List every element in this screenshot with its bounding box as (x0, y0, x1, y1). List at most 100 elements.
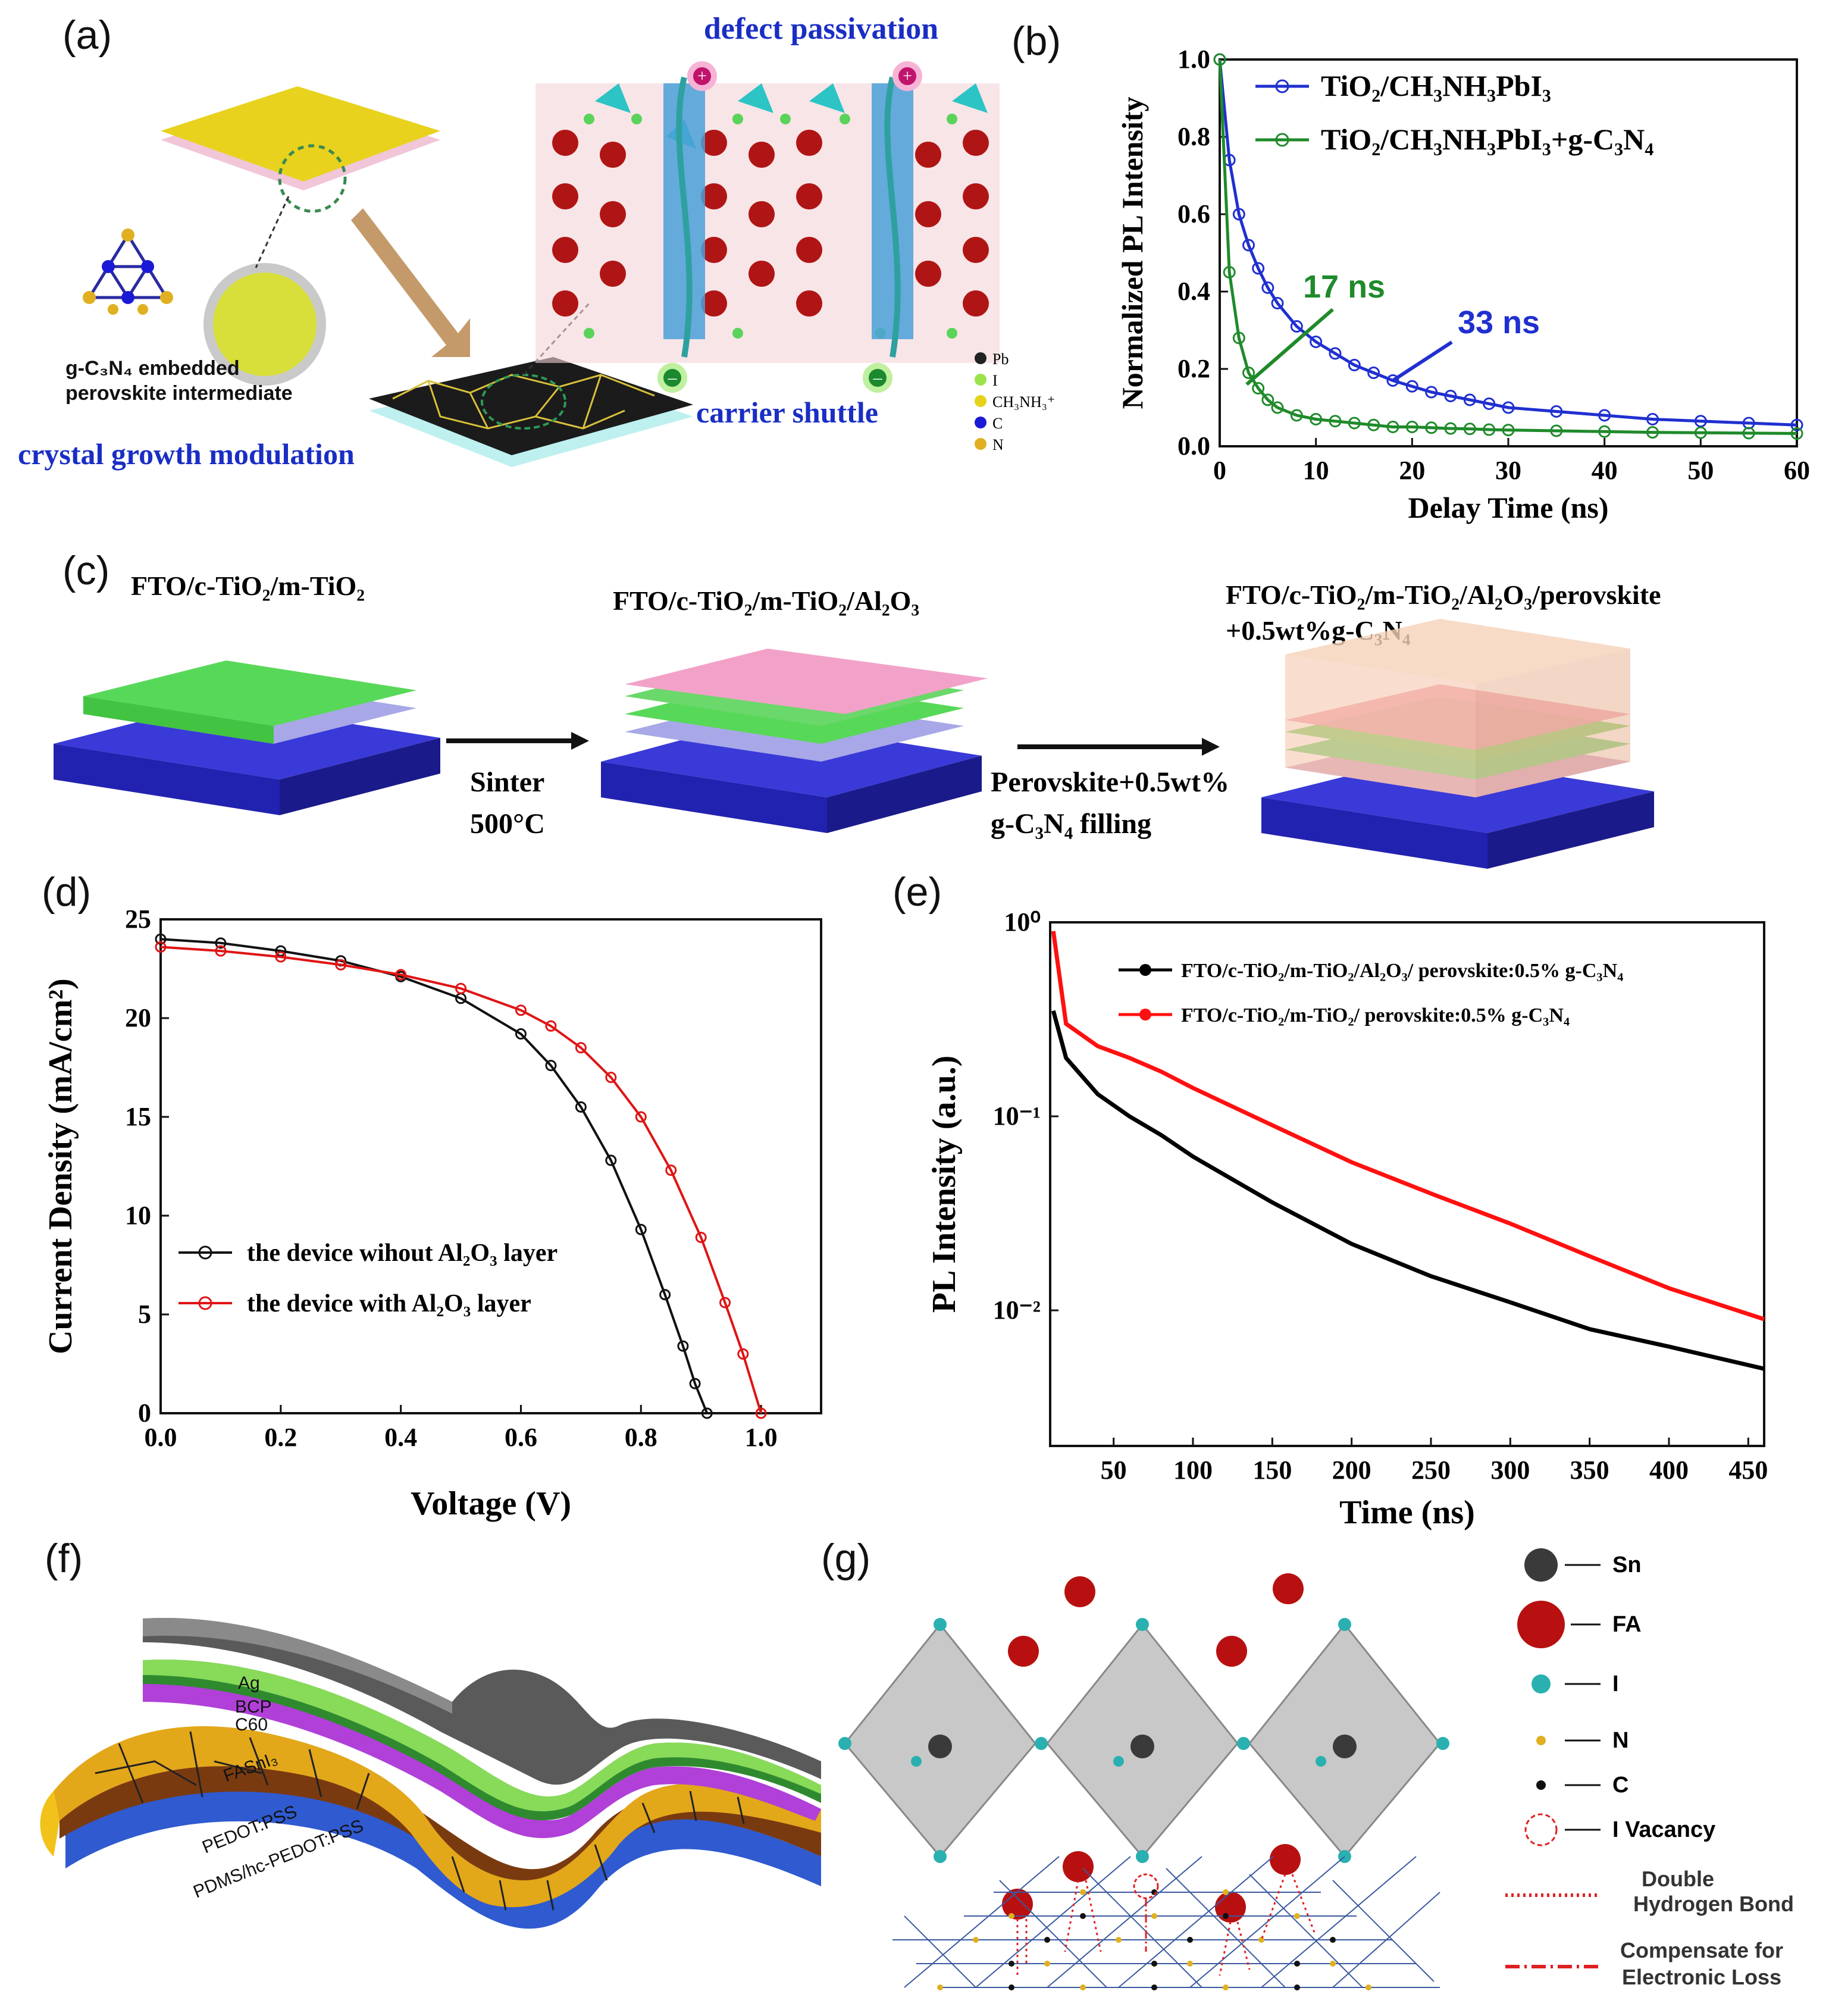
bcp-label: BCP (235, 1697, 272, 1717)
step1-label: FTO/c-TiO₂/m-TiO₂ (131, 571, 365, 601)
x-tick-label: 0.4 (384, 1423, 417, 1452)
data-point (1598, 409, 1611, 422)
data-point (1367, 367, 1380, 379)
plot-frame (1049, 921, 1765, 1447)
panel-g-legend: Sn FA I N C I Vacancy Double Hydrogen Bo… (1505, 1548, 1794, 1989)
x-axis-label: Time (ns) (1339, 1494, 1475, 1531)
legend-marker-0 (1139, 964, 1151, 976)
y-tick-label: 0.2 (1177, 354, 1210, 383)
data-point (755, 1407, 767, 1419)
positive-charge-2 (892, 61, 922, 91)
g-c3n4-molecule (83, 228, 173, 315)
data-point (1425, 421, 1438, 434)
data-point (575, 1101, 587, 1113)
x-tick-label: 400 (1649, 1455, 1689, 1485)
x-tick-label: 0 (1213, 456, 1226, 485)
data-point (1425, 386, 1438, 399)
data-point (1742, 427, 1755, 440)
annotation-17ns-arrow (1245, 308, 1334, 386)
data-point (1405, 380, 1418, 393)
svg-text:+: + (903, 67, 912, 86)
legend-marker-1 (1275, 133, 1289, 147)
negative-charge-1 (657, 363, 687, 393)
legend-c: C (1612, 1773, 1628, 1798)
legend-fa: FA (1612, 1612, 1642, 1637)
series-line-1 (1218, 59, 1797, 435)
legend-vacancy: I Vacancy (1612, 1817, 1715, 1842)
y-tick-label: 0.4 (1177, 277, 1210, 306)
legend-marker-0 (198, 1245, 212, 1260)
y-tick-label: 10⁻² (993, 1295, 1041, 1325)
y-tick-label: 10 (125, 1201, 151, 1230)
data-point (1463, 422, 1476, 436)
zoom-grain (203, 263, 326, 386)
data-point (635, 1223, 647, 1235)
caption-left-1: g-C₃N₄ embedded (65, 357, 240, 380)
x-tick-label: 30 (1495, 456, 1521, 485)
series-line-1 (1051, 931, 1765, 1322)
svg-text:–: – (668, 368, 678, 387)
panel-label-a: (a) (62, 12, 112, 58)
zoom-circle (278, 144, 347, 213)
x-tick-label: 0.2 (264, 1423, 297, 1452)
pl-decay-chart: 0 10 20 30 40 50 60 0.0 0.2 0.4 0.6 0.8 1.0 Delay Tim… (1116, 45, 1810, 524)
hydrogen-bonds (1016, 1874, 1316, 1976)
y-tick-label: 10⁻¹ (993, 1101, 1041, 1131)
x-tick-label: 20 (1399, 456, 1425, 485)
legend-label-1: FTO/c-TiO₂/m-TiO₂/ perovskite:0.5% g-C₃N… (1181, 1004, 1570, 1026)
svg-text:C: C (992, 415, 1003, 432)
device-fabrication-schematic: FTO/c-TiO₂/m-TiO₂ FTO/c-TiO₂/m-TiO₂/Al₂O… (54, 571, 1661, 869)
series-line-0 (160, 938, 709, 1414)
fa-atoms (1002, 1573, 1304, 1923)
data-point (695, 1232, 707, 1244)
x-tick-label: 60 (1784, 456, 1810, 485)
data-point (701, 1407, 713, 1419)
data-point (1483, 397, 1496, 410)
data-point (575, 1042, 587, 1054)
data-point (665, 1164, 677, 1176)
data-point (1386, 421, 1399, 433)
data-point (1223, 266, 1236, 278)
data-point (1646, 426, 1659, 439)
data-point (155, 941, 167, 953)
y-tick-label: 0.6 (1177, 199, 1210, 228)
svg-text:I: I (992, 372, 998, 389)
c60-layer (143, 1683, 821, 1839)
data-point (455, 982, 467, 994)
data-point (155, 933, 167, 945)
data-point (1646, 413, 1659, 425)
y-tick-label: 25 (125, 904, 151, 934)
panel-a-legend: Pb I CH₃NH₃⁺ C N (975, 350, 1056, 453)
y-axis-label: Normalized PL Intensity (1116, 97, 1149, 409)
legend-comp-1: Compensate for (1620, 1938, 1783, 1962)
panel-c: (c) FTO/c-TiO₂/m-TiO₂ FTO/c-TiO₂/m-TiO₂/… (0, 536, 1829, 893)
crystal-growth-label: crystal growth modulation (18, 437, 355, 471)
data-point (515, 1004, 527, 1016)
panel-label-f: (f) (45, 1536, 83, 1581)
panel-label-d: (d) (42, 869, 92, 915)
data-point (545, 1020, 557, 1032)
data-point (1483, 423, 1496, 436)
data-point (1694, 426, 1707, 439)
arrow2-text-1: Perovskite+0.5wt% (991, 766, 1229, 798)
caption-left-2: perovskite intermediate (65, 382, 293, 405)
data-point (1444, 422, 1457, 435)
sn-perovskite-structure: Sn FA I N C I Vacancy Double Hydrogen Bo… (838, 1548, 1794, 1990)
series-line-0 (1218, 59, 1797, 427)
data-point (1310, 336, 1323, 348)
data-point (1790, 418, 1803, 431)
x-tick-label: 100 (1173, 1455, 1213, 1485)
legend-label-0: the device wihout Al₂O₃ layer (247, 1239, 558, 1267)
series-line-0 (1051, 1010, 1765, 1371)
data-point (1329, 347, 1342, 360)
svg-text:Pb: Pb (992, 350, 1009, 368)
carrier-shuttle-label: carrier shuttle (696, 396, 878, 429)
arrow1-text-2: 500°C (470, 808, 545, 840)
panel-d: (d) 0.0 0.2 0.4 0.6 0.8 1.0 0 5 10 15 20 25 Voltage … (0, 869, 892, 1535)
data-point (1271, 297, 1284, 309)
step2-label: FTO/c-TiO₂/m-TiO₂/Al₂O₃ (613, 586, 919, 616)
panel-label-c: (c) (62, 548, 110, 593)
device-3 (1261, 619, 1654, 869)
data-point (1232, 331, 1245, 345)
panel-label-b: (b) (1011, 18, 1061, 64)
